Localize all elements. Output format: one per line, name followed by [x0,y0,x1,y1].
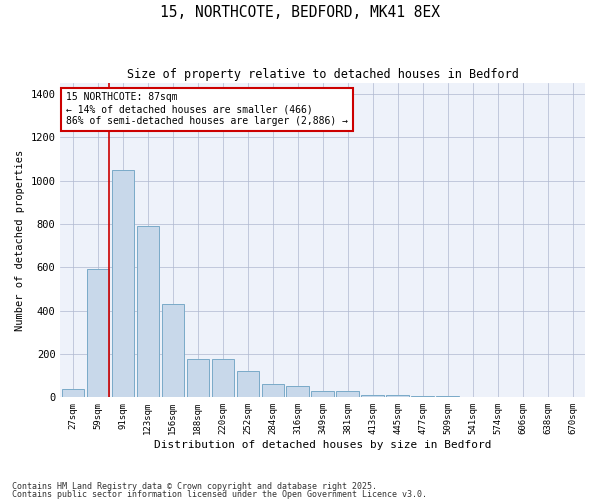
Bar [112,170,134,398]
Bar [337,392,359,398]
Bar [436,396,459,398]
Bar [187,360,209,398]
Title: Size of property relative to detached houses in Bedford: Size of property relative to detached ho… [127,68,518,80]
Bar [262,384,284,398]
Bar [386,395,409,398]
Text: 15 NORTHCOTE: 87sqm
← 14% of detached houses are smaller (466)
86% of semi-detac: 15 NORTHCOTE: 87sqm ← 14% of detached ho… [65,92,347,126]
Bar [361,395,384,398]
Bar [311,391,334,398]
X-axis label: Distribution of detached houses by size in Bedford: Distribution of detached houses by size … [154,440,491,450]
Bar [86,270,109,398]
Bar [412,396,434,398]
Bar [137,226,159,398]
Bar [286,386,309,398]
Text: 15, NORTHCOTE, BEDFORD, MK41 8EX: 15, NORTHCOTE, BEDFORD, MK41 8EX [160,5,440,20]
Text: Contains HM Land Registry data © Crown copyright and database right 2025.: Contains HM Land Registry data © Crown c… [12,482,377,491]
Bar [212,360,234,398]
Bar [161,304,184,398]
Bar [236,372,259,398]
Text: Contains public sector information licensed under the Open Government Licence v3: Contains public sector information licen… [12,490,427,499]
Bar [62,388,84,398]
Y-axis label: Number of detached properties: Number of detached properties [15,150,25,331]
